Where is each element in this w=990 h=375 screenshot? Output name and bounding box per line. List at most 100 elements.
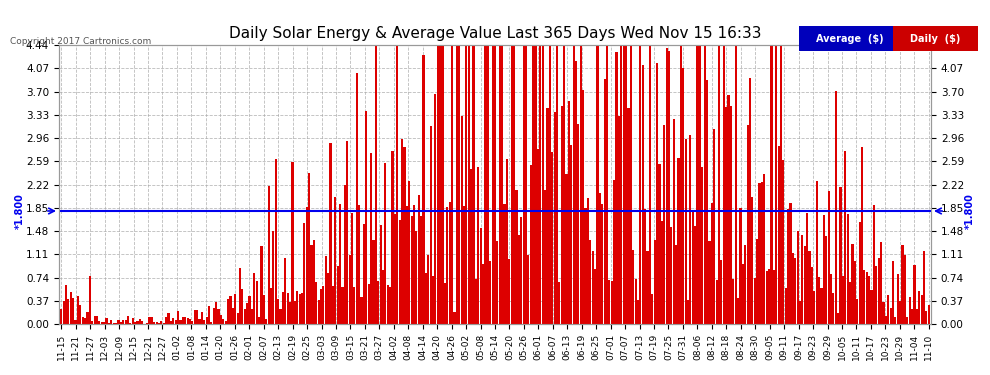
Bar — [470, 169, 472, 324]
Bar — [765, 271, 768, 324]
Bar — [279, 309, 281, 324]
Bar — [487, 45, 489, 324]
Bar — [570, 145, 572, 324]
Bar — [332, 286, 334, 324]
Bar — [530, 165, 532, 324]
Bar — [653, 240, 655, 324]
Bar — [244, 309, 246, 324]
Bar — [455, 45, 458, 324]
Bar — [528, 255, 530, 324]
Bar — [608, 280, 611, 324]
Bar — [428, 255, 430, 324]
Bar — [882, 302, 884, 324]
Bar — [277, 300, 279, 324]
Bar — [697, 45, 699, 324]
Text: Average  ($): Average ($) — [816, 34, 884, 44]
Bar — [601, 204, 603, 324]
Bar — [742, 264, 743, 324]
Bar — [60, 309, 62, 324]
Bar — [232, 308, 234, 324]
Bar — [563, 45, 565, 324]
Bar — [620, 45, 623, 324]
Bar — [446, 207, 448, 324]
Bar — [387, 285, 389, 324]
Bar — [299, 294, 301, 324]
Bar — [692, 210, 694, 324]
Bar — [396, 45, 398, 324]
Bar — [592, 251, 594, 324]
Bar — [86, 312, 88, 324]
Bar — [306, 207, 308, 324]
Bar — [494, 45, 496, 324]
Bar — [584, 208, 587, 324]
Bar — [658, 164, 660, 324]
Bar — [508, 259, 511, 324]
Bar — [146, 323, 148, 324]
Bar — [694, 226, 696, 324]
Bar — [761, 183, 763, 324]
Bar — [804, 246, 806, 324]
Bar — [84, 318, 86, 324]
Bar — [665, 48, 667, 324]
Bar — [906, 317, 909, 324]
Bar — [194, 310, 196, 324]
Bar — [623, 45, 625, 324]
Bar — [132, 318, 134, 324]
Bar — [809, 251, 811, 324]
Bar — [532, 45, 535, 324]
Bar — [96, 316, 98, 324]
Bar — [337, 266, 339, 324]
Bar — [789, 202, 792, 324]
Bar — [716, 280, 718, 324]
Bar — [670, 227, 672, 324]
Bar — [94, 316, 96, 324]
Bar — [572, 45, 575, 324]
Bar — [482, 264, 484, 324]
Bar — [213, 308, 215, 324]
Bar — [701, 166, 704, 324]
Bar — [780, 45, 782, 324]
Bar — [167, 313, 169, 324]
Bar — [477, 166, 479, 324]
Bar — [630, 45, 632, 324]
Bar — [127, 316, 129, 324]
Bar — [828, 191, 830, 324]
Bar — [69, 292, 72, 324]
Bar — [599, 193, 601, 324]
Bar — [709, 241, 711, 324]
Bar — [475, 279, 477, 324]
Bar — [148, 317, 150, 324]
Bar — [633, 250, 635, 324]
Bar — [735, 45, 737, 324]
Bar — [525, 45, 527, 324]
Bar — [272, 231, 274, 324]
Bar — [432, 276, 434, 324]
Bar — [582, 90, 584, 324]
Bar — [758, 183, 760, 324]
Bar — [313, 240, 315, 324]
Bar — [346, 141, 348, 324]
Bar — [382, 270, 384, 324]
Bar — [425, 273, 427, 324]
Bar — [210, 322, 213, 324]
Bar — [186, 318, 189, 324]
Bar — [463, 206, 465, 324]
Bar — [887, 296, 889, 324]
Bar — [242, 289, 244, 324]
Bar — [616, 52, 618, 324]
Bar — [267, 186, 269, 324]
Bar — [440, 45, 442, 324]
Bar — [451, 45, 453, 324]
Bar — [846, 214, 848, 324]
Bar — [516, 190, 518, 324]
Bar — [384, 163, 386, 324]
Title: Daily Solar Energy & Average Value Last 365 Days Wed Nov 15 16:33: Daily Solar Energy & Average Value Last … — [229, 26, 761, 41]
Bar — [684, 139, 687, 324]
Bar — [756, 238, 758, 324]
Bar — [153, 322, 155, 324]
Bar — [408, 181, 410, 324]
Bar — [506, 159, 508, 324]
Bar — [301, 292, 303, 324]
Bar — [849, 282, 851, 324]
Text: Copyright 2017 Cartronics.com: Copyright 2017 Cartronics.com — [10, 38, 151, 46]
